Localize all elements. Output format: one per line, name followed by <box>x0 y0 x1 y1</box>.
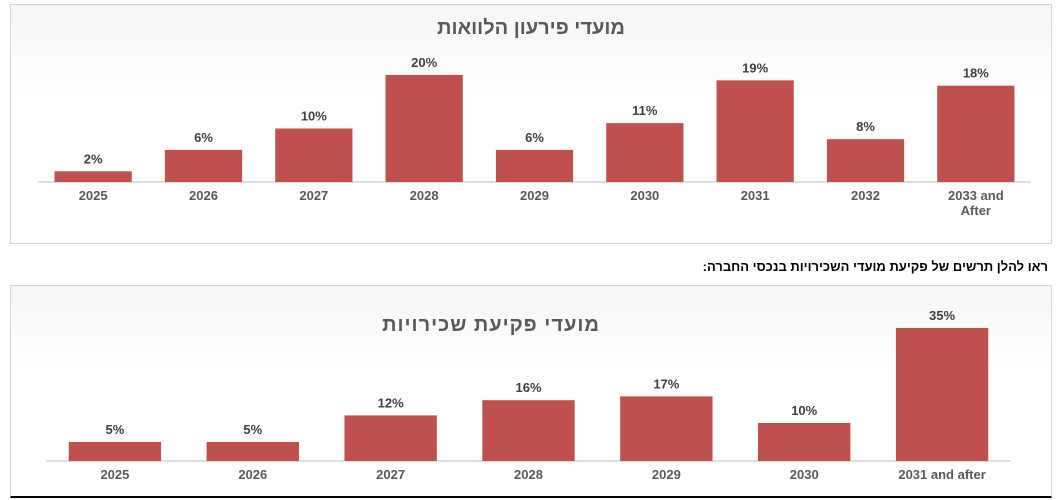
bar <box>68 442 162 461</box>
data-label: 2% <box>84 151 103 166</box>
data-label: 17% <box>653 376 679 391</box>
bar <box>937 85 1015 182</box>
x-tick-label: 2025 <box>100 467 129 482</box>
data-label: 5% <box>106 422 125 437</box>
bar <box>54 171 132 182</box>
data-label: 6% <box>194 130 213 145</box>
data-label: 35% <box>929 308 955 323</box>
x-tick-label: 2031 <box>741 188 770 203</box>
data-label: 19% <box>742 60 768 75</box>
data-label: 20% <box>411 55 437 70</box>
data-label: 10% <box>301 109 327 124</box>
bar <box>895 328 989 461</box>
data-label: 5% <box>243 422 262 437</box>
bar <box>826 139 905 182</box>
bar <box>620 396 713 461</box>
x-tick-label: 2030 <box>630 188 659 203</box>
bar <box>275 128 353 182</box>
loan-repayment-chart-panel: מועדי פירעון הלוואות 2% 2025 6% 2026 10% 2027… <box>10 4 1052 244</box>
lease-expiry-chart-panel: מועדי פקיעת שכירויות 5% 2025 5% 2026 12% 2027… <box>10 285 1052 498</box>
data-label: 8% <box>856 119 875 134</box>
x-tick-label: 2027 <box>376 467 405 482</box>
data-label: 12% <box>378 395 404 410</box>
bar <box>385 75 463 182</box>
x-tick-label: 2029 <box>652 467 681 482</box>
bar <box>206 442 299 461</box>
loan-chart-title: מועדי פירעון הלוואות <box>437 17 625 39</box>
x-tick-label: 2026 <box>238 467 267 482</box>
lease-chart-title: מועדי פקיעת שכירויות <box>382 314 600 336</box>
bar <box>164 149 243 182</box>
x-tick-label: 2027 <box>299 188 328 203</box>
data-label: 10% <box>791 403 817 418</box>
data-label: 16% <box>515 380 541 395</box>
bar <box>716 80 794 182</box>
bar <box>606 123 684 182</box>
x-tick-label: 2029 <box>520 188 549 203</box>
x-tick-label: 2025 <box>79 188 108 203</box>
x-tick-label: 2028 <box>514 467 543 482</box>
bar <box>495 149 574 182</box>
lease-expiry-chart: 5% 2025 5% 2026 12% 2027 16% 2028 17% 2029 10% 2030… <box>46 308 1011 482</box>
bar <box>758 423 851 461</box>
x-tick-label: 2032 <box>851 188 880 203</box>
data-label: 11% <box>632 103 658 118</box>
x-tick-label: 2026 <box>189 188 218 203</box>
data-label: 6% <box>525 130 544 145</box>
data-label: 18% <box>963 66 989 81</box>
x-tick-label: 2030 <box>790 467 819 482</box>
bar <box>344 415 437 461</box>
x-tick-label: 2033 and After <box>948 188 1004 218</box>
bar <box>482 400 575 461</box>
x-tick-label: 2031 and after <box>898 467 985 482</box>
loan-repayment-chart: 2% 2025 6% 2026 10% 2027 20% 2028 6% 2029 11% 2030 1… <box>38 55 1031 218</box>
lease-chart-caption: ראו להלן תרשים של פקיעת מועדי השכירויות … <box>702 259 1048 274</box>
x-tick-label: 2028 <box>410 188 439 203</box>
